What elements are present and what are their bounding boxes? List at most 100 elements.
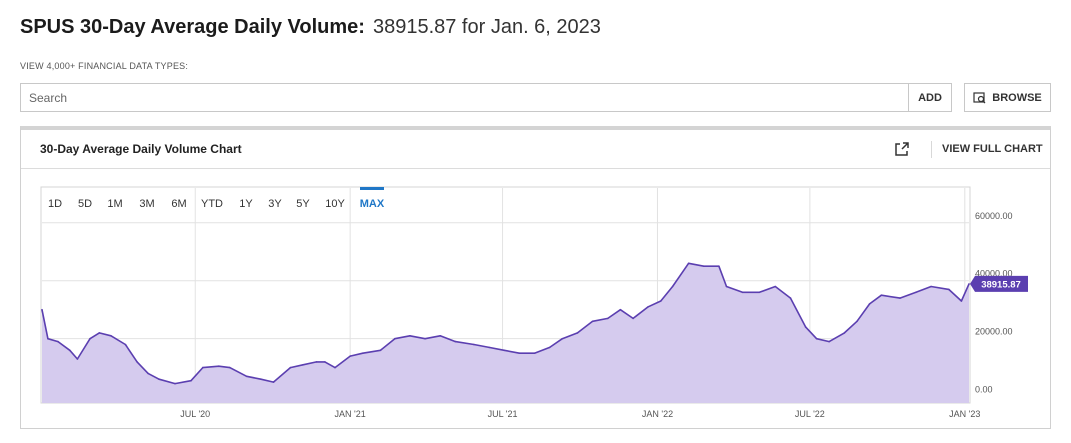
data-point-32 bbox=[454, 340, 457, 343]
range-1d[interactable]: 1D bbox=[44, 192, 66, 214]
title-label: SPUS 30-Day Average Daily Volume: bbox=[20, 16, 365, 38]
last-value-badge: 38915.87 bbox=[970, 275, 1028, 292]
range-label: YTD bbox=[201, 198, 223, 210]
data-point-17 bbox=[245, 375, 248, 378]
data-point-21 bbox=[302, 364, 304, 366]
range-bg bbox=[358, 192, 386, 214]
title-value: 38915.87 for Jan. 6, 2023 bbox=[372, 16, 601, 38]
data-point-45 bbox=[647, 306, 649, 308]
data-point-44 bbox=[632, 317, 634, 320]
data-point-54 bbox=[774, 285, 777, 288]
last-value-label: 38915.87 bbox=[981, 279, 1021, 290]
y-tick-label: 20000.00 bbox=[975, 327, 1013, 337]
data-point-14 bbox=[202, 366, 204, 369]
data-point-27 bbox=[379, 349, 382, 352]
data-point-49 bbox=[703, 265, 705, 267]
data-point-40 bbox=[576, 332, 579, 334]
range-3y[interactable]: 3Y bbox=[264, 192, 286, 214]
range-bg bbox=[235, 192, 257, 214]
range-label: 10Y bbox=[325, 198, 345, 210]
x-tick-label: JUL '20 bbox=[180, 409, 210, 419]
y-tick-label: 60000.00 bbox=[975, 211, 1013, 221]
chart-panel-header: 30-Day Average Daily Volume Chart VIEW F… bbox=[21, 130, 1050, 169]
range-label: 1Y bbox=[239, 198, 253, 210]
add-button[interactable]: ADD bbox=[908, 84, 951, 111]
data-point-4 bbox=[76, 358, 79, 360]
range-label: 1D bbox=[48, 198, 62, 210]
range-label: 1M bbox=[107, 198, 122, 210]
x-tick-label: JUL '21 bbox=[488, 409, 518, 419]
y-tick-label: 0.00 bbox=[975, 385, 993, 395]
data-point-60 bbox=[856, 320, 858, 323]
data-point-15 bbox=[218, 365, 220, 367]
data-types-note: VIEW 4,000+ FINANCIAL DATA TYPES: bbox=[20, 61, 189, 71]
range-bg bbox=[264, 192, 286, 214]
range-label: 3Y bbox=[268, 198, 282, 210]
data-point-65 bbox=[930, 285, 932, 288]
range-10y[interactable]: 10Y bbox=[321, 192, 349, 214]
range-bg bbox=[136, 192, 158, 214]
data-point-33 bbox=[473, 343, 475, 346]
range-5y[interactable]: 5Y bbox=[292, 192, 314, 214]
view-full-chart-link[interactable]: VIEW FULL CHART bbox=[942, 143, 1043, 155]
data-point-3 bbox=[69, 349, 71, 352]
range-3m[interactable]: 3M bbox=[136, 192, 158, 214]
data-point-38 bbox=[548, 346, 551, 349]
range-ytd[interactable]: YTD bbox=[198, 192, 226, 214]
data-point-35 bbox=[503, 349, 506, 352]
data-point-34 bbox=[488, 346, 490, 349]
area-series bbox=[41, 262, 970, 403]
data-point-50 bbox=[718, 265, 720, 267]
data-point-9 bbox=[136, 361, 138, 363]
chart-title: 30-Day Average Daily Volume Chart bbox=[40, 142, 242, 156]
data-point-22 bbox=[315, 361, 318, 363]
range-5d[interactable]: 5D bbox=[74, 192, 96, 214]
data-point-26 bbox=[362, 352, 364, 354]
range-bg bbox=[44, 192, 66, 214]
data-point-28 bbox=[394, 337, 396, 340]
data-point-11 bbox=[158, 378, 160, 380]
data-point-64 bbox=[915, 291, 917, 294]
data-point-46 bbox=[660, 300, 662, 302]
external-link-icon[interactable] bbox=[893, 140, 911, 158]
data-point-12 bbox=[174, 382, 176, 385]
data-point-16 bbox=[229, 366, 231, 369]
search-input[interactable] bbox=[21, 84, 911, 111]
data-point-42 bbox=[607, 317, 609, 320]
range-1y[interactable]: 1Y bbox=[235, 192, 257, 214]
range-6m[interactable]: 6M bbox=[168, 192, 190, 214]
data-point-57 bbox=[815, 337, 818, 340]
data-point-53 bbox=[758, 291, 761, 294]
y-tick-label: 40000.00 bbox=[975, 269, 1013, 279]
data-point-23 bbox=[324, 361, 326, 363]
y-axis: 0.00 20000.00 40000.00 60000.00 bbox=[975, 211, 1013, 395]
data-point-47 bbox=[671, 285, 674, 288]
range-bg bbox=[292, 192, 314, 214]
x-axis: JUL '20 JAN '21 JUL '21 JAN '22 JUL '22 JAN '… bbox=[180, 409, 980, 419]
data-point-8 bbox=[124, 343, 127, 346]
range-1m[interactable]: 1M bbox=[104, 192, 126, 214]
range-bg bbox=[74, 192, 96, 214]
range-selector: 1D 5D 1M 3M 6M YTD 1Y 3Y 5Y 10Y MAX bbox=[44, 187, 386, 214]
data-point-30 bbox=[424, 337, 426, 340]
data-point-61 bbox=[868, 303, 871, 305]
data-point-18 bbox=[260, 378, 262, 380]
data-point-62 bbox=[880, 294, 883, 296]
volume-chart: 1D 5D 1M 3M 6M YTD 1Y 3Y 5Y 10Y MAX 0.00 20000.00 40… bbox=[40, 186, 1028, 419]
data-point-7 bbox=[110, 335, 112, 337]
page-title: SPUS 30-Day Average Daily Volume: 38915.8… bbox=[20, 14, 601, 40]
range-bg bbox=[321, 192, 349, 214]
browse-button[interactable]: BROWSE bbox=[964, 83, 1051, 112]
range-label: 6M bbox=[171, 198, 186, 210]
data-point-43 bbox=[619, 308, 622, 311]
data-point-48 bbox=[687, 262, 690, 265]
data-point-55 bbox=[789, 297, 792, 299]
data-point-56 bbox=[804, 326, 807, 328]
data-point-10 bbox=[147, 372, 149, 375]
data-point-2 bbox=[57, 340, 59, 343]
range-max[interactable]: MAX bbox=[358, 187, 386, 214]
data-point-0 bbox=[41, 308, 43, 311]
browse-label: BROWSE bbox=[992, 91, 1042, 104]
data-point-24 bbox=[334, 366, 336, 369]
data-point-25 bbox=[349, 355, 352, 357]
